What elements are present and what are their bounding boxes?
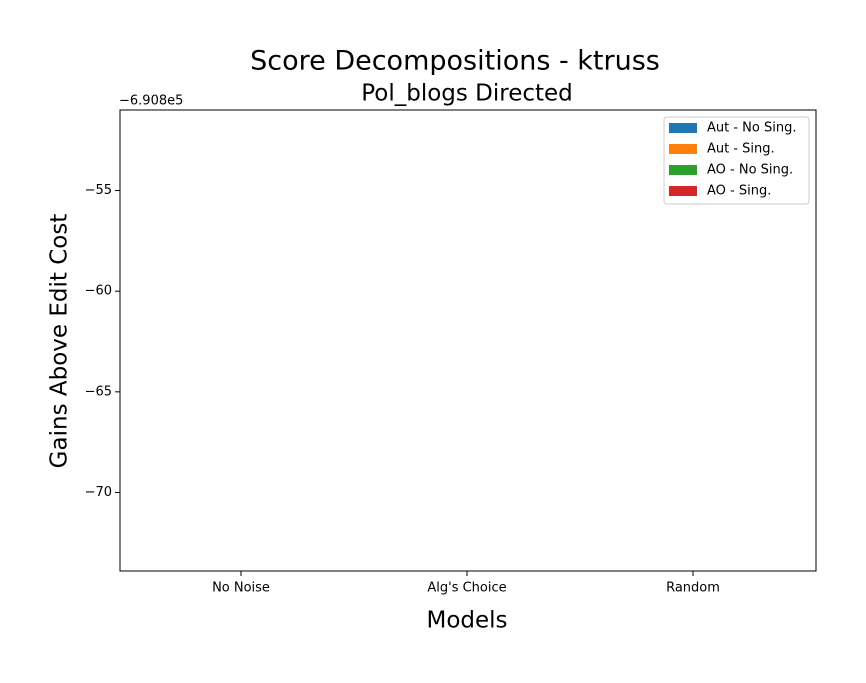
x-tick-label: Alg's Choice: [427, 581, 506, 596]
y-offset-label: −6.908e5: [119, 94, 183, 109]
legend-swatch: [669, 123, 697, 133]
legend-swatch: [669, 144, 697, 154]
x-tick-label: No Noise: [212, 581, 270, 596]
plot-frame: [119, 109, 817, 572]
legend-label: AO - No Sing.: [707, 163, 793, 178]
chart-title: Score Decompositions - ktruss: [250, 46, 660, 77]
chart-subtitle: Pol_blogs Directed: [361, 81, 573, 107]
legend-label: Aut - No Sing.: [707, 121, 796, 136]
legend-label: Aut - Sing.: [707, 142, 775, 157]
y-tick-label: −55: [85, 183, 112, 198]
y-tick-label: −70: [85, 485, 112, 500]
legend-swatch: [669, 165, 697, 175]
y-axis-label: Gains Above Edit Cost: [47, 214, 73, 469]
legend-box: [663, 116, 810, 205]
x-tick-label: Random: [666, 581, 720, 596]
y-tick-label: −60: [85, 284, 112, 299]
legend-label: AO - Sing.: [707, 184, 771, 199]
legend-swatch: [669, 186, 697, 196]
y-tick-label: −65: [85, 384, 112, 399]
x-axis-label: Models: [426, 608, 507, 634]
